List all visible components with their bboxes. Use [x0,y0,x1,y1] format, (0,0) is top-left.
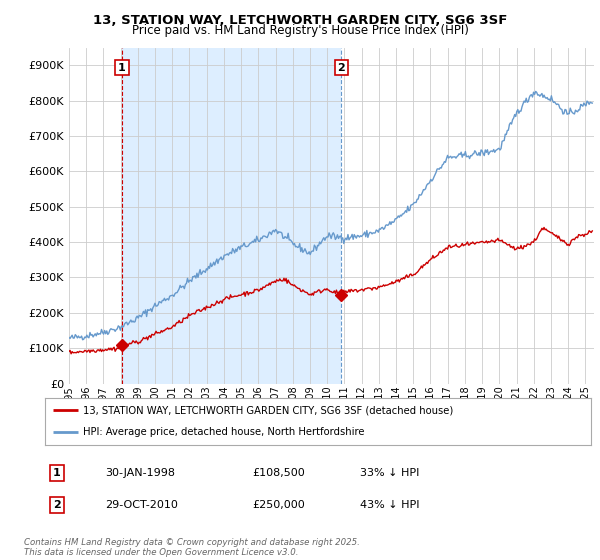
Text: Contains HM Land Registry data © Crown copyright and database right 2025.
This d: Contains HM Land Registry data © Crown c… [24,538,360,557]
Text: 2: 2 [338,63,346,73]
Bar [122,48,341,384]
Text: HPI: Average price, detached house, North Hertfordshire: HPI: Average price, detached house, Nort… [83,427,365,437]
Text: Price paid vs. HM Land Registry's House Price Index (HPI): Price paid vs. HM Land Registry's House … [131,24,469,37]
Text: 2: 2 [53,500,61,510]
Text: 43% ↓ HPI: 43% ↓ HPI [360,500,419,510]
Text: 33% ↓ HPI: 33% ↓ HPI [360,468,419,478]
Text: 1: 1 [118,63,126,73]
Text: 13, STATION WAY, LETCHWORTH GARDEN CITY, SG6 3SF: 13, STATION WAY, LETCHWORTH GARDEN CITY,… [93,14,507,27]
Text: 30-JAN-1998: 30-JAN-1998 [105,468,175,478]
Text: 13, STATION WAY, LETCHWORTH GARDEN CITY, SG6 3SF (detached house): 13, STATION WAY, LETCHWORTH GARDEN CITY,… [83,405,454,416]
Text: 1: 1 [53,468,61,478]
Text: £250,000: £250,000 [252,500,305,510]
Text: £108,500: £108,500 [252,468,305,478]
Text: 29-OCT-2010: 29-OCT-2010 [105,500,178,510]
